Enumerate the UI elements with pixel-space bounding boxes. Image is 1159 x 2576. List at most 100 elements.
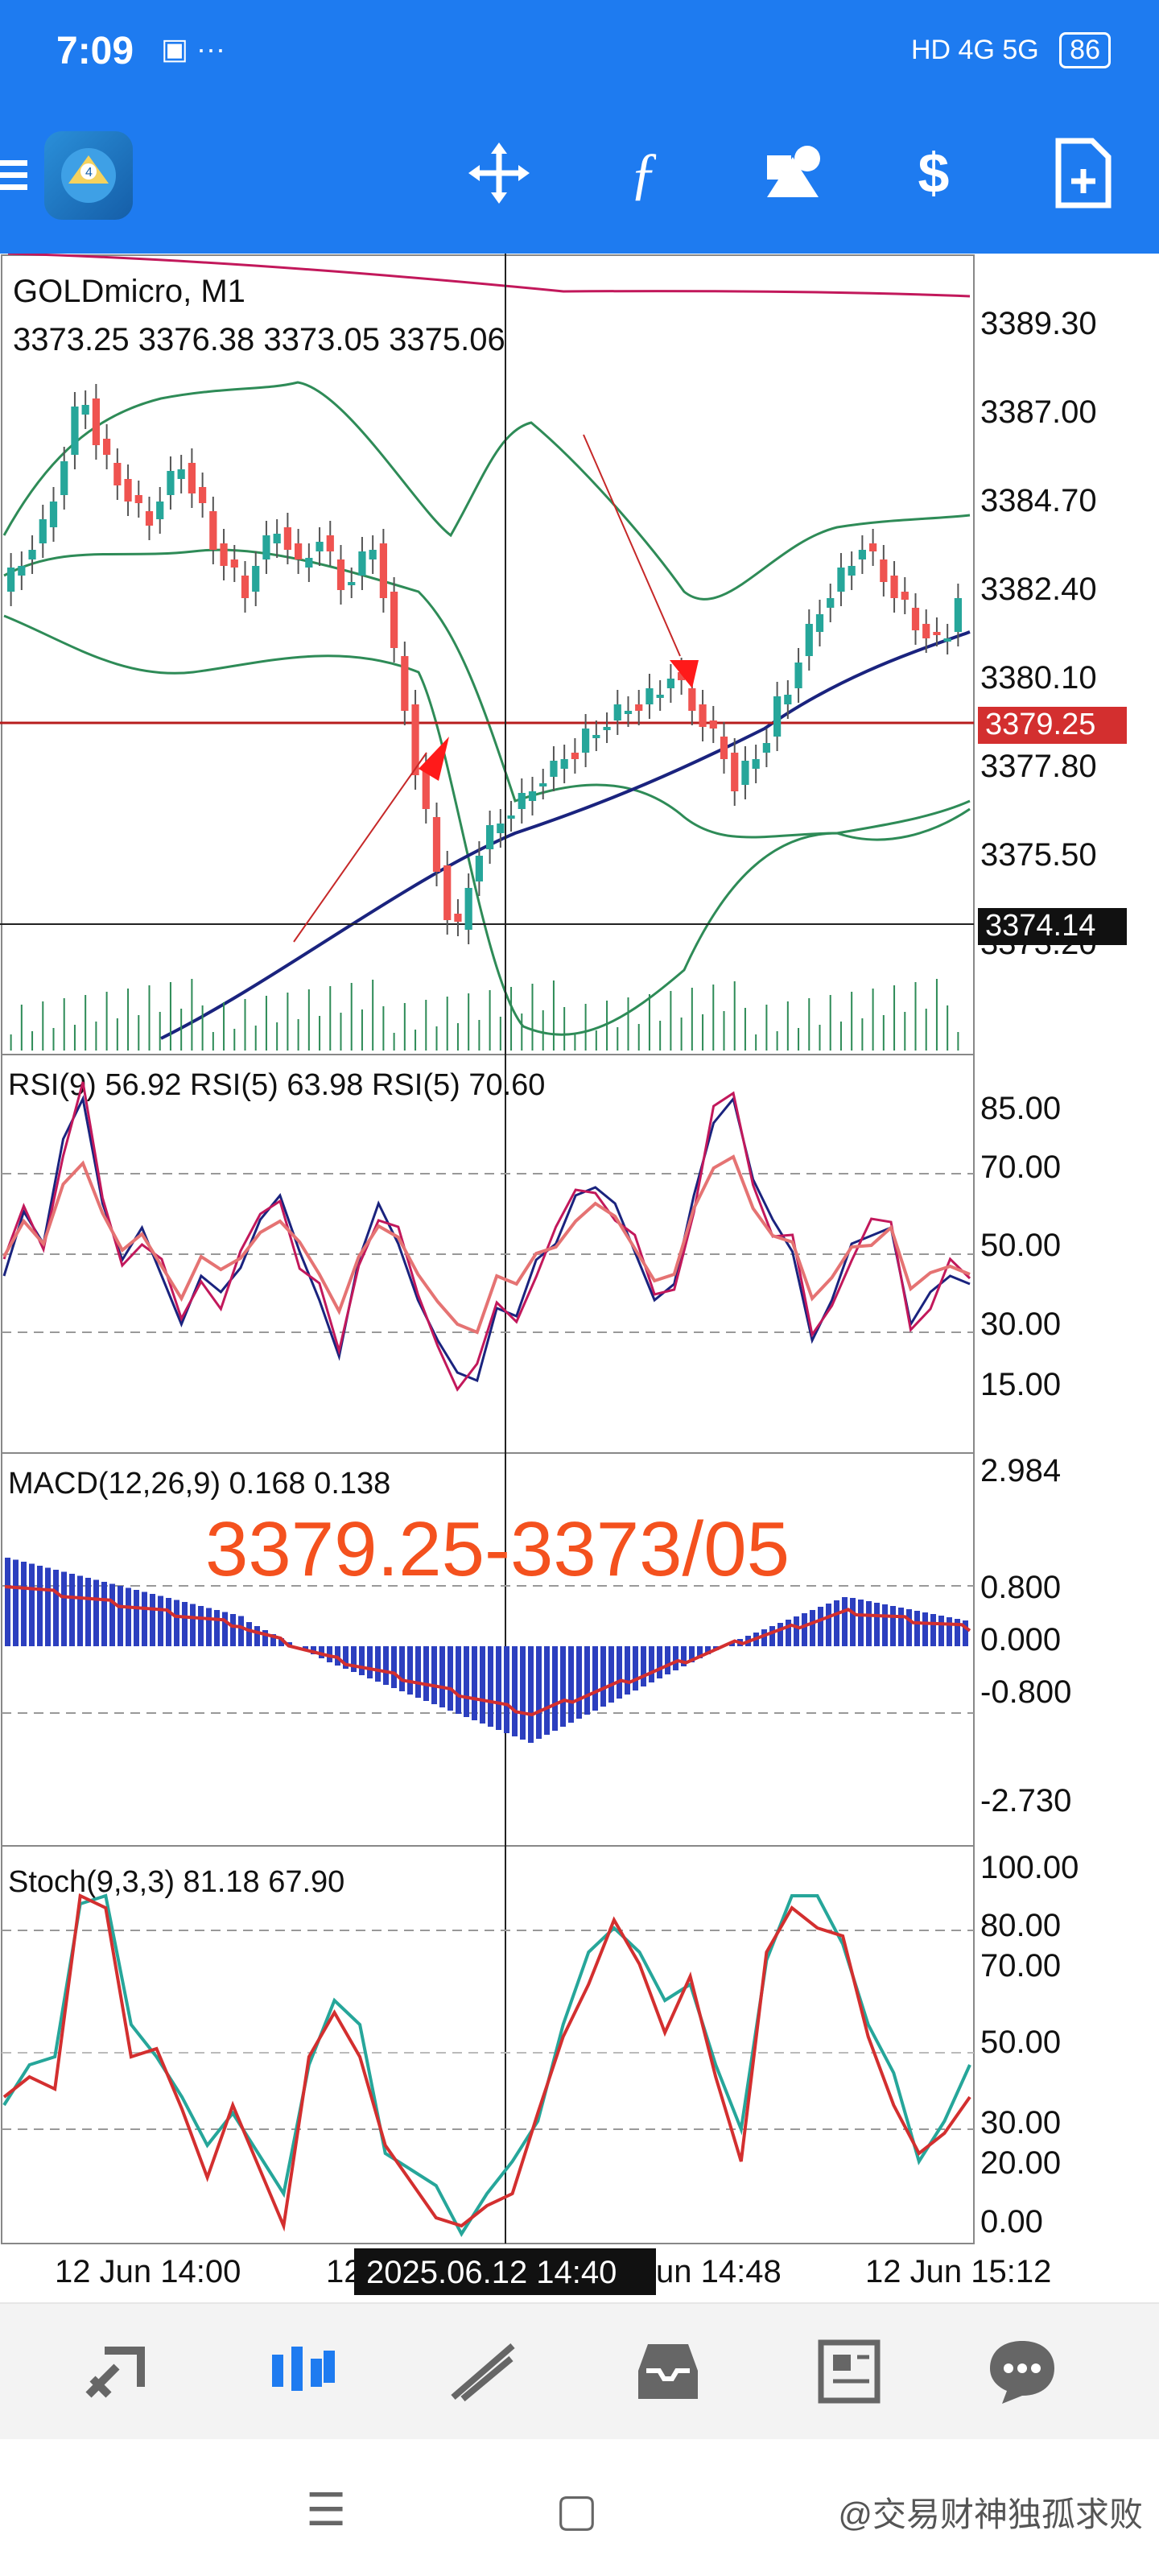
macd-bar — [947, 1617, 952, 1646]
candle-body — [635, 704, 643, 711]
tick-label: 3380.10 — [980, 660, 1097, 696]
macd-bar — [319, 1646, 324, 1658]
macd-bar — [922, 1612, 928, 1646]
candlesticks — [7, 384, 962, 944]
macd-bar — [777, 1623, 783, 1646]
tick-label: 3382.40 — [980, 572, 1097, 607]
candle-body — [954, 598, 962, 632]
macd-bar — [818, 1607, 823, 1646]
history-icon[interactable] — [624, 2326, 712, 2415]
candle-body — [209, 511, 217, 550]
candle-body — [422, 769, 430, 809]
macd-bar — [600, 1646, 606, 1707]
candle-body — [326, 535, 334, 551]
candle-body — [827, 598, 835, 608]
tick-label: 80.00 — [980, 1908, 1061, 1943]
candle-body — [943, 638, 951, 642]
news-icon[interactable] — [805, 2326, 893, 2415]
candle-body — [295, 543, 303, 559]
candle-body — [560, 759, 568, 769]
candle-body — [262, 535, 270, 559]
candle-body — [273, 534, 281, 543]
candle-body — [379, 543, 387, 598]
candle-body — [283, 527, 291, 550]
ohlc-label: 3373.25 3376.38 3373.05 3375.06 — [13, 322, 505, 357]
macd-bar — [456, 1646, 461, 1714]
function-icon[interactable]: ƒ — [629, 140, 658, 205]
crosshair-time-box — [354, 2248, 656, 2295]
candle-body — [752, 759, 760, 769]
bollinger-upper — [2, 381, 971, 601]
macd-bar — [198, 1606, 204, 1646]
ma-upper-line — [7, 254, 971, 298]
quotes-icon[interactable] — [72, 2326, 161, 2415]
macd-signal-line — [4, 1585, 971, 1717]
macd-bar — [898, 1608, 904, 1646]
volume-bars — [10, 979, 959, 1051]
objects-icon[interactable] — [757, 137, 829, 209]
symbol-label: GOLDmicro, M1 — [13, 274, 245, 309]
app-logo[interactable]: 4 — [44, 131, 133, 220]
macd-bar — [689, 1646, 695, 1662]
bollinger-lower — [3, 614, 971, 1036]
candle-body — [358, 551, 366, 576]
macd-bar — [649, 1646, 654, 1682]
macd-bar — [13, 1559, 19, 1646]
candle-body — [922, 624, 930, 638]
macd-bar — [5, 1558, 10, 1646]
time-label-3: un 14:48 — [656, 2254, 782, 2289]
candle-body — [815, 614, 824, 632]
current-price-box — [978, 707, 1127, 744]
candle-body — [720, 737, 728, 759]
macd-bar — [214, 1610, 220, 1646]
tick-label: 3377.80 — [980, 749, 1097, 784]
tick-label: 50.00 — [980, 2025, 1061, 2060]
macd-bar — [222, 1612, 228, 1646]
candle-body — [464, 888, 472, 930]
candle-body — [699, 704, 707, 727]
home-icon[interactable]: ▢ — [555, 2484, 598, 2535]
candle-body — [645, 688, 654, 704]
messages-icon[interactable] — [978, 2326, 1066, 2415]
macd-bar — [246, 1622, 252, 1646]
trade-icon[interactable]: $ — [918, 142, 950, 204]
crosshair-icon[interactable] — [463, 137, 535, 209]
macd-bar — [407, 1646, 413, 1695]
candle-body — [592, 735, 600, 738]
macd-bar — [504, 1646, 509, 1733]
moving-average — [160, 630, 971, 1040]
svg-text:4: 4 — [85, 166, 93, 180]
chart-area[interactable]: 3389.30 3387.00 3384.70 3382.40 3380.10 3377.… — [0, 254, 1159, 2314]
recent-apps-icon[interactable]: ☰ — [306, 2484, 347, 2535]
candle-body — [550, 761, 558, 777]
macd-bar — [93, 1579, 99, 1646]
candle-body — [177, 469, 185, 479]
macd-bar — [206, 1608, 212, 1646]
menu-icon[interactable] — [0, 157, 27, 197]
candle-body — [794, 663, 802, 688]
chart-icon[interactable] — [258, 2326, 346, 2415]
macd-annotation: 3379.25-3373/05 — [205, 1506, 790, 1592]
tick-label: -2.730 — [980, 1783, 1071, 1818]
candle-body — [124, 479, 132, 502]
candle-body — [92, 398, 100, 445]
candle-body — [134, 495, 142, 503]
trade-nav-icon[interactable] — [439, 2326, 527, 2415]
macd-bar — [101, 1582, 107, 1646]
macd-bar — [794, 1616, 799, 1646]
system-navigation — [0, 2439, 1159, 2576]
macd-bar — [166, 1598, 171, 1646]
macd-bar — [134, 1590, 139, 1646]
candle-body — [18, 566, 26, 576]
macd-bar — [391, 1646, 397, 1688]
macd-bar — [61, 1571, 67, 1646]
mt-logo-icon: 4 — [61, 148, 116, 203]
macd-bar — [963, 1620, 968, 1646]
candle-body — [582, 729, 590, 753]
macd-bar — [399, 1646, 405, 1691]
macd-panel: MACD(12,26,9) 0.168 0.138 3379.25-3373/0… — [2, 1453, 1071, 1818]
status-time: 7:09 — [56, 30, 134, 72]
macd-bar — [287, 1642, 292, 1646]
macd-bar — [914, 1611, 920, 1646]
new-order-icon[interactable] — [1046, 137, 1119, 209]
